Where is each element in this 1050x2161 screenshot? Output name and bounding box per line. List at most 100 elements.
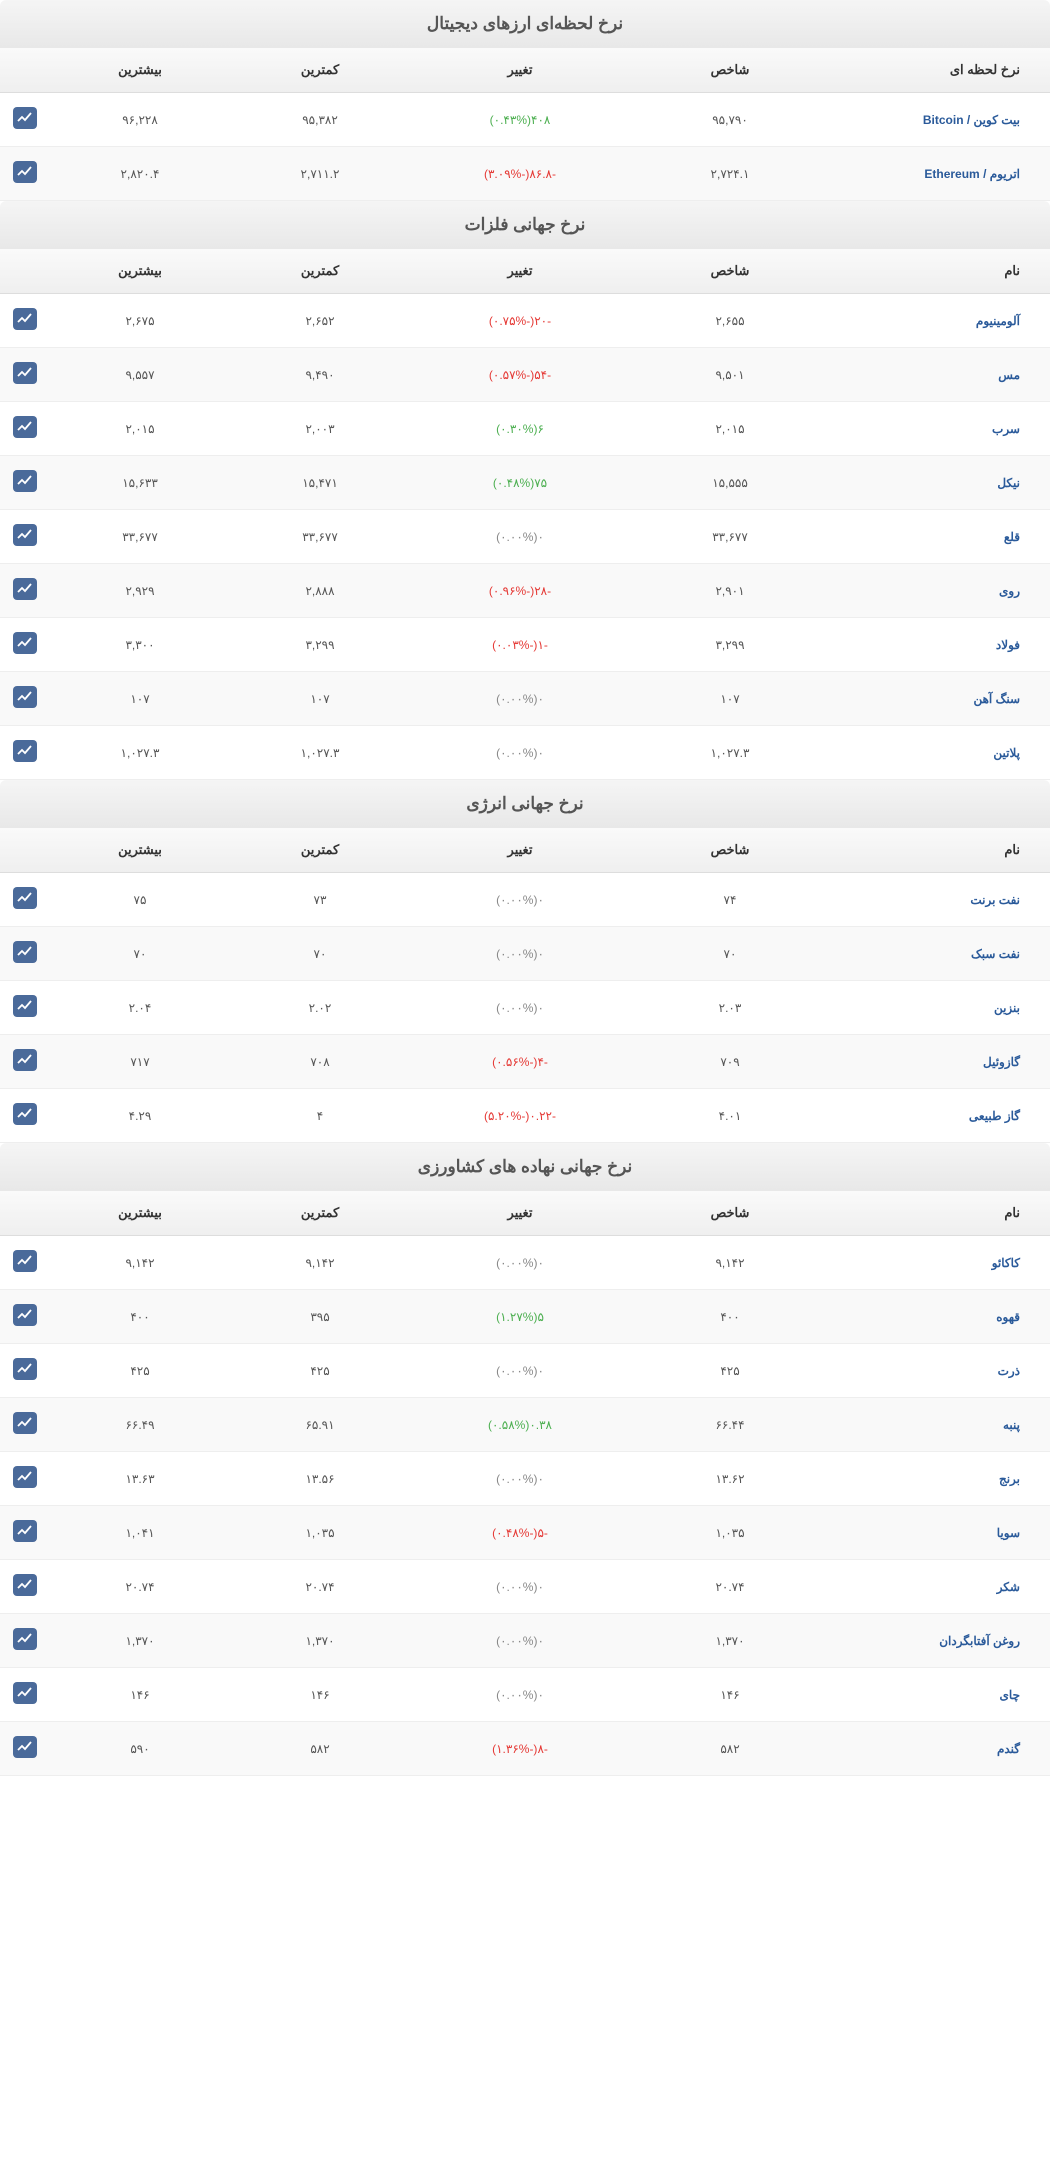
change-value: -۰.۲۲(-۵.۲۰%): [410, 1089, 630, 1143]
chart-icon[interactable]: [13, 578, 37, 600]
low-value: ۹,۱۴۲: [230, 1236, 410, 1290]
asset-name[interactable]: روغن آفتابگردان: [939, 1634, 1020, 1648]
asset-name[interactable]: نفت برنت: [970, 893, 1020, 907]
chart-icon[interactable]: [13, 1466, 37, 1488]
low-value: ۴۲۵: [230, 1344, 410, 1398]
chart-icon[interactable]: [13, 308, 37, 330]
high-value: ۹۶,۲۲۸: [50, 93, 230, 147]
chart-icon[interactable]: [13, 1520, 37, 1542]
asset-name[interactable]: پلاتین: [993, 746, 1020, 760]
chart-icon[interactable]: [13, 470, 37, 492]
column-header: شاخص: [630, 48, 830, 93]
chart-icon[interactable]: [13, 1103, 37, 1125]
column-header: تغییر: [410, 249, 630, 294]
chart-icon[interactable]: [13, 995, 37, 1017]
asset-name[interactable]: برنج: [999, 1472, 1020, 1486]
asset-name[interactable]: ذرت: [998, 1364, 1020, 1378]
index-value: ۲,۹۰۱: [630, 564, 830, 618]
table-row: چای۱۴۶۰(۰.۰۰%)۱۴۶۱۴۶: [0, 1668, 1050, 1722]
asset-name[interactable]: فولاد: [996, 638, 1020, 652]
chart-icon[interactable]: [13, 1736, 37, 1758]
chart-icon[interactable]: [13, 1628, 37, 1650]
index-value: ۴.۰۱: [630, 1089, 830, 1143]
chart-icon[interactable]: [13, 1412, 37, 1434]
table-row: گازوئیل۷۰۹-۴(-۰.۵۶%)۷۰۸۷۱۷: [0, 1035, 1050, 1089]
chart-icon[interactable]: [13, 107, 37, 129]
column-header: تغییر: [410, 48, 630, 93]
high-value: ۳۳,۶۷۷: [50, 510, 230, 564]
index-value: ۹,۵۰۱: [630, 348, 830, 402]
asset-name[interactable]: نیکل: [997, 476, 1020, 490]
asset-name[interactable]: اتریوم / Ethereum: [924, 167, 1020, 181]
change-value: ۷۵(۰.۴۸%): [410, 456, 630, 510]
high-value: ۴.۲۹: [50, 1089, 230, 1143]
table-row: پنبه۶۶.۴۴۰.۳۸(۰.۵۸%)۶۵.۹۱۶۶.۴۹: [0, 1398, 1050, 1452]
index-value: ۱,۰۲۷.۳: [630, 726, 830, 780]
low-value: ۴: [230, 1089, 410, 1143]
chart-icon[interactable]: [13, 1049, 37, 1071]
low-value: ۱,۳۷۰: [230, 1614, 410, 1668]
asset-name[interactable]: قلع: [1004, 530, 1020, 544]
asset-name[interactable]: سرب: [992, 422, 1020, 436]
asset-name[interactable]: بیت کوین / Bitcoin: [923, 113, 1020, 127]
chart-icon[interactable]: [13, 887, 37, 909]
high-value: ۹,۵۵۷: [50, 348, 230, 402]
asset-name[interactable]: مس: [998, 368, 1020, 382]
chart-icon[interactable]: [13, 632, 37, 654]
asset-name[interactable]: چای: [1000, 1688, 1020, 1702]
table-row: قلع۳۳,۶۷۷۰(۰.۰۰%)۳۳,۶۷۷۳۳,۶۷۷: [0, 510, 1050, 564]
chart-icon[interactable]: [13, 161, 37, 183]
table-row: پلاتین۱,۰۲۷.۳۰(۰.۰۰%)۱,۰۲۷.۳۱,۰۲۷.۳: [0, 726, 1050, 780]
low-value: ۷۳: [230, 873, 410, 927]
change-value: ۵(۱.۲۷%): [410, 1290, 630, 1344]
asset-name[interactable]: سویا: [997, 1526, 1020, 1540]
chart-icon[interactable]: [13, 524, 37, 546]
chart-icon[interactable]: [13, 686, 37, 708]
table-row: سنگ آهن۱۰۷۰(۰.۰۰%)۱۰۷۱۰۷: [0, 672, 1050, 726]
change-value: ۰(۰.۰۰%): [410, 1668, 630, 1722]
asset-name[interactable]: بنزین: [994, 1001, 1020, 1015]
chart-icon[interactable]: [13, 362, 37, 384]
asset-name[interactable]: شکر: [997, 1580, 1020, 1594]
asset-name[interactable]: قهوه: [996, 1310, 1020, 1324]
table-row: گاز طبیعی ۴.۰۱-۰.۲۲(-۵.۲۰%)۴۴.۲۹: [0, 1089, 1050, 1143]
asset-name[interactable]: گندم: [997, 1742, 1020, 1756]
section-title: نرخ لحظه‌ای ارزهای دیجیتال: [0, 0, 1050, 48]
change-value: -۵۴(-۰.۵۷%): [410, 348, 630, 402]
section-title: نرخ جهانی انرژی: [0, 780, 1050, 828]
change-value: ۰.۳۸(۰.۵۸%): [410, 1398, 630, 1452]
asset-name[interactable]: سنگ آهن: [973, 692, 1020, 706]
chart-icon[interactable]: [13, 1574, 37, 1596]
chart-icon[interactable]: [13, 941, 37, 963]
asset-name[interactable]: گاز طبیعی: [969, 1109, 1020, 1123]
asset-name[interactable]: نفت سبک: [971, 947, 1020, 961]
chart-icon[interactable]: [13, 1682, 37, 1704]
asset-name[interactable]: روی: [999, 584, 1020, 598]
table-row: فولاد۳,۲۹۹-۱(-۰.۰۳%)۳,۲۹۹۳,۳۰۰: [0, 618, 1050, 672]
index-value: ۲.۰۳: [630, 981, 830, 1035]
chart-icon[interactable]: [13, 1304, 37, 1326]
rates-table: نامشاخصتغییرکمترینبیشتریننفت برنت۷۴۰(۰.۰…: [0, 828, 1050, 1143]
chart-icon[interactable]: [13, 1358, 37, 1380]
low-value: ۲,۰۰۳: [230, 402, 410, 456]
section-title: نرخ جهانی فلزات: [0, 201, 1050, 249]
asset-name[interactable]: کاکائو: [992, 1256, 1020, 1270]
index-value: ۹۵,۷۹۰: [630, 93, 830, 147]
low-value: ۲,۶۵۲: [230, 294, 410, 348]
index-value: ۱۵,۵۵۵: [630, 456, 830, 510]
chart-icon[interactable]: [13, 740, 37, 762]
column-header: شاخص: [630, 1191, 830, 1236]
chart-icon[interactable]: [13, 416, 37, 438]
rates-table: نرخ لحظه ایشاخصتغییرکمترینبیشترینبیت کوی…: [0, 48, 1050, 201]
chart-icon[interactable]: [13, 1250, 37, 1272]
asset-name[interactable]: پنبه: [1003, 1418, 1020, 1432]
column-header: کمترین: [230, 828, 410, 873]
asset-name[interactable]: آلومینیوم: [976, 314, 1020, 328]
change-value: ۴۰۸(۰.۴۳%): [410, 93, 630, 147]
column-header: کمترین: [230, 249, 410, 294]
low-value: ۱۴۶: [230, 1668, 410, 1722]
column-header: شاخص: [630, 249, 830, 294]
change-value: -۴(-۰.۵۶%): [410, 1035, 630, 1089]
change-value: -۱(-۰.۰۳%): [410, 618, 630, 672]
asset-name[interactable]: گازوئیل: [983, 1055, 1020, 1069]
